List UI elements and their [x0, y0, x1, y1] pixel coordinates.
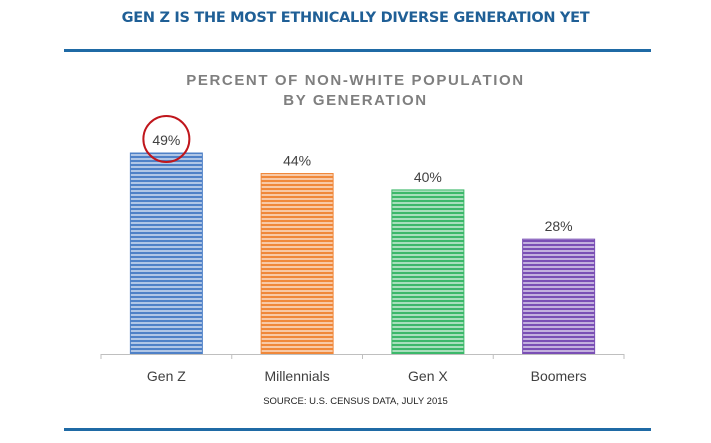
x-tick-label: Gen X	[408, 368, 448, 384]
x-tick-label: Gen Z	[147, 368, 186, 384]
highlight-circle	[142, 115, 191, 163]
source-note: SOURCE: U.S. CENSUS DATA, JULY 2015	[263, 396, 448, 407]
bar-boomers	[522, 238, 596, 355]
chart-title-line1: PERCENT OF NON-WHITE POPULATION	[186, 72, 525, 89]
top-divider	[64, 49, 651, 52]
data-label: 28%	[545, 218, 573, 234]
x-tick-label: Boomers	[531, 368, 587, 384]
data-label: 44%	[283, 153, 311, 169]
bar-millennials	[260, 173, 334, 355]
headline: GEN Z IS THE MOST ETHNICALLY DIVERSE GEN…	[121, 10, 590, 26]
bottom-divider	[64, 428, 651, 431]
chart-title-line2: BY GENERATION	[283, 92, 428, 109]
bar-gen-z	[129, 152, 203, 355]
data-label: 40%	[414, 169, 442, 185]
chart-title: PERCENT OF NON-WHITE POPULATION BY GENER…	[0, 71, 711, 111]
x-tick-label: Millennials	[264, 368, 329, 384]
bar-gen-x	[391, 189, 465, 355]
data-label: 49%	[152, 132, 180, 148]
